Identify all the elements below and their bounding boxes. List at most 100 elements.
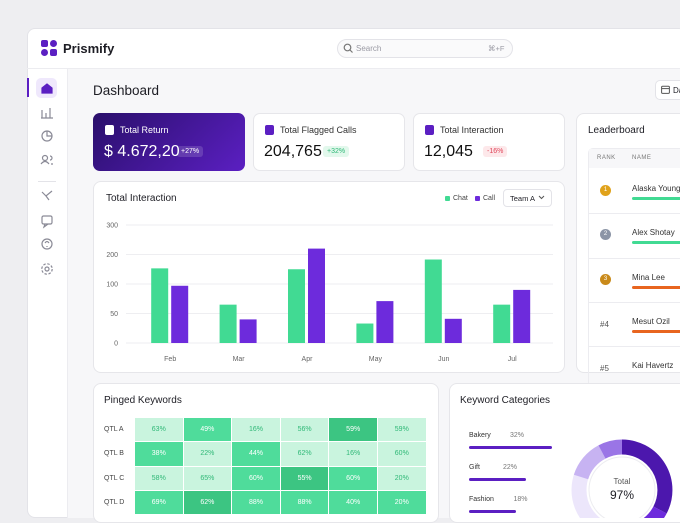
lb-medal: 1 — [600, 185, 611, 196]
bar — [171, 285, 189, 343]
lb-col: NAME — [632, 155, 652, 161]
team-dropdown-label: Team A — [510, 194, 536, 203]
lb-medal: 3 — [600, 273, 611, 285]
stat-label: Total Return — [120, 125, 169, 135]
stat-value: $ 4.672,20 — [104, 143, 180, 160]
bar — [356, 323, 374, 343]
date-button-label: Da — [673, 86, 680, 95]
legend-label: Call — [483, 195, 496, 202]
category-bar — [469, 510, 516, 513]
category-share: 32% — [510, 432, 525, 439]
calendar-icon — [661, 85, 670, 94]
page-title: Dashboard — [93, 83, 160, 98]
heat-row-label: QTL D — [104, 498, 125, 506]
leaderboard-header — [589, 149, 680, 168]
stat-card — [253, 113, 405, 171]
lb-name: Kai Havertz — [632, 361, 674, 371]
category-name: Bakery — [469, 432, 491, 439]
category-share: 22% — [503, 464, 518, 471]
chevron — [538, 195, 545, 200]
y-tick-label: 300 — [106, 223, 118, 230]
leaderboard-title: Leaderboard — [588, 125, 645, 136]
sidebar-divider — [38, 181, 56, 182]
sidebar-divider — [27, 68, 67, 69]
stat-change: -16% — [483, 146, 508, 157]
nav-active-indicator — [27, 78, 29, 97]
bar — [513, 289, 531, 343]
lb-row-divider — [589, 213, 680, 215]
legend-swatch — [475, 196, 480, 201]
legend-label: Chat — [453, 195, 468, 202]
x-tick-label: May — [369, 356, 383, 363]
brand: Prismify — [63, 41, 115, 56]
lb-bar — [632, 241, 680, 245]
heat-cell: 20% — [378, 490, 426, 515]
heat-row-label: QTL B — [104, 450, 124, 458]
lb-bar — [632, 285, 680, 289]
heat-row-label: QTL C — [104, 474, 125, 482]
bar — [219, 304, 237, 343]
lb-row-divider — [589, 346, 680, 348]
search-box[interactable] — [337, 39, 513, 58]
stat-value: 204,765 — [264, 143, 322, 160]
donut-total-label: Total — [613, 477, 631, 486]
x-tick-label: Mar — [233, 356, 246, 363]
donut-total: 97% — [609, 488, 635, 502]
heat-cell: 44% — [232, 442, 280, 466]
bar — [239, 319, 257, 343]
bar — [424, 259, 442, 343]
x-tick-label: Feb — [164, 356, 176, 363]
lb-rank: #4 — [600, 319, 609, 329]
lb-name: Mina Lee — [632, 272, 665, 282]
heat-cell: 58% — [135, 466, 183, 490]
category-name: Fashion — [469, 496, 494, 503]
chart-title: Total Interaction — [106, 193, 177, 204]
heat-cell: 62% — [183, 490, 232, 515]
y-tick-label: 0 — [114, 341, 118, 348]
search-placeholder: Search — [356, 44, 382, 53]
x-tick-label: Apr — [302, 356, 314, 363]
bar — [493, 304, 511, 343]
x-tick-label: Jul — [508, 356, 517, 363]
keywords-title: Pinged Keywords — [104, 395, 182, 406]
search-icon — [343, 43, 353, 53]
heat-cell: 59% — [378, 418, 426, 442]
category-bar — [469, 446, 553, 449]
category-share: 18% — [513, 496, 528, 503]
logo — [41, 40, 57, 56]
category-bar — [469, 478, 527, 481]
heat-cell: 63% — [135, 418, 183, 442]
stat-change: +32% — [323, 146, 350, 157]
stat-icon — [265, 125, 274, 135]
date-button[interactable] — [655, 80, 680, 100]
heat-cell: 20% — [378, 466, 426, 490]
bar — [376, 301, 394, 343]
lb-col: RANK — [597, 155, 616, 161]
heat-cell: 65% — [183, 466, 232, 490]
heat-cell: 60% — [232, 466, 280, 490]
stat-card — [413, 113, 565, 171]
stat-card — [93, 113, 245, 171]
heat-cell: 56% — [280, 418, 329, 442]
stat-label: Total Interaction — [440, 125, 504, 135]
category-name: Gift — [469, 464, 480, 471]
heat-cell: 55% — [280, 466, 329, 490]
legend-swatch — [445, 196, 450, 201]
lb-bar — [632, 329, 680, 333]
lb-name: Mesut Ozil — [632, 316, 670, 326]
x-tick-label: Jun — [438, 356, 449, 363]
stat-change: +27% — [177, 146, 204, 157]
y-tick-label: 200 — [106, 252, 118, 259]
heat-cell: 60% — [329, 466, 377, 490]
bar — [151, 268, 169, 343]
sidebar-icons — [40, 83, 53, 275]
lb-bar — [632, 197, 680, 200]
bar-chart: 0 50 100 200 300 Feb Mar Apr May Jun Jul — [106, 223, 553, 363]
team-dropdown[interactable] — [503, 189, 552, 207]
heat-cell: 69% — [135, 490, 183, 515]
heat-cell: 88% — [280, 490, 329, 515]
heat-cell: 16% — [232, 418, 280, 442]
heat-cell: 49% — [183, 418, 232, 442]
y-tick-label: 50 — [110, 311, 118, 318]
categories-title: Keyword Categories — [460, 395, 551, 406]
